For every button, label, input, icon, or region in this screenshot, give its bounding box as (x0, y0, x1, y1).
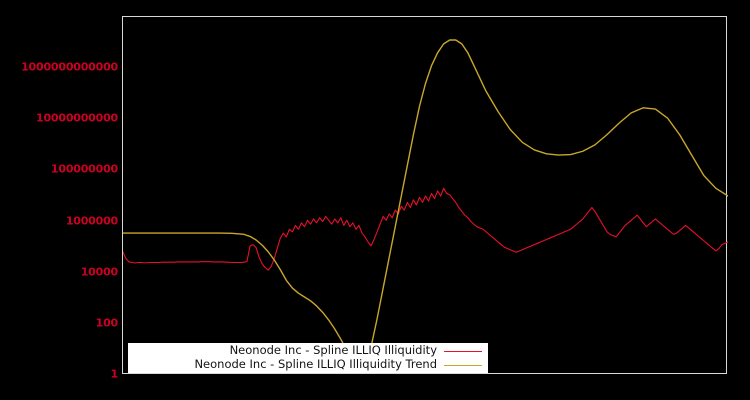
y-axis-tick-label: 10000 (80, 265, 118, 279)
series-line-illiquidity-trend (123, 39, 728, 372)
series-line-illiquidity (123, 187, 728, 271)
y-axis-tick-label: 1 (110, 367, 119, 381)
y-axis-tick-label: 1000000000000 (21, 60, 118, 74)
y-axis-tick-labels: 1000000000000 10000000000 100000000 1000000… (0, 16, 119, 381)
plot-area (122, 16, 728, 374)
series-layer (123, 39, 728, 372)
legend-item: Neonode Inc - Spline ILLIQ Illiquidity T… (128, 358, 482, 372)
y-axis-tick-label: 1000000 (65, 214, 118, 228)
legend-swatch-illiquidity-trend (444, 364, 482, 366)
y-axis-tick-label: 10000000000 (36, 111, 118, 125)
legend-swatch-illiquidity (444, 350, 482, 352)
y-axis-tick-label: 100 (95, 316, 119, 330)
chart-legend: Neonode Inc - Spline ILLIQ Illiquidity N… (128, 343, 488, 373)
legend-item: Neonode Inc - Spline ILLIQ Illiquidity (128, 344, 482, 358)
legend-label: Neonode Inc - Spline ILLIQ Illiquidity T… (194, 357, 437, 372)
legend-label: Neonode Inc - Spline ILLIQ Illiquidity (229, 343, 437, 358)
y-axis-tick-label: 100000000 (50, 162, 118, 176)
